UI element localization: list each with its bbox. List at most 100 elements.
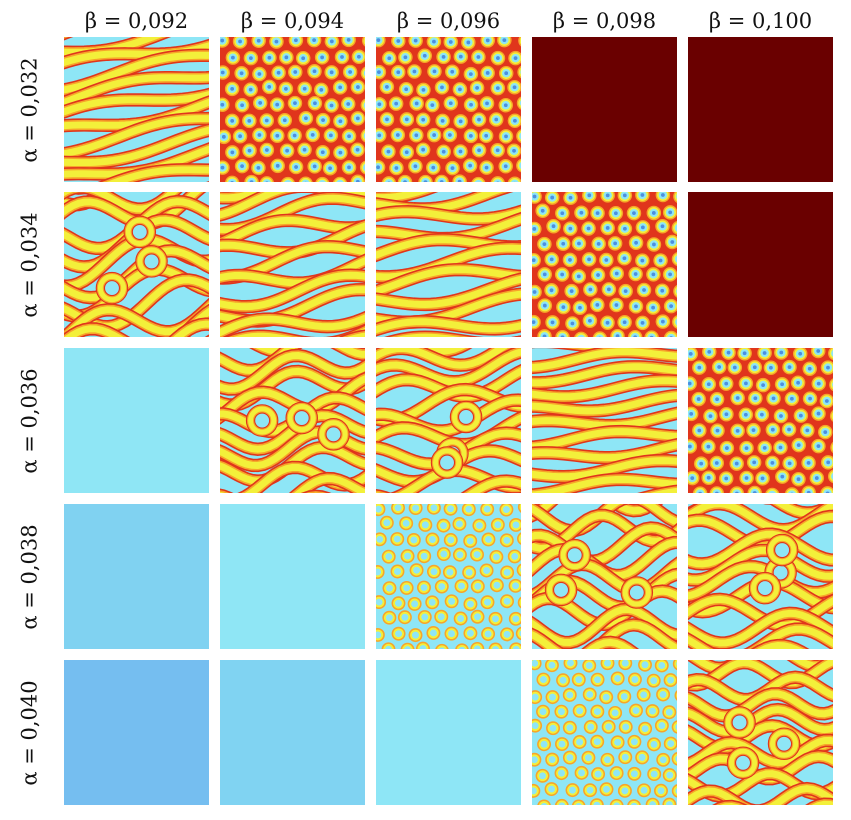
yellow-spot [536,704,550,719]
cyan-spot [516,158,521,173]
yellow-spot [654,783,668,798]
cyan-spot [729,456,744,471]
pattern-tile [532,37,677,182]
stripe [64,48,209,97]
yellow-spot [508,578,521,593]
cyan-spot [225,145,240,160]
cyan-spot [381,144,396,159]
cyan-spot [655,219,670,234]
cyan-spot [692,486,708,493]
cyan-spot [610,328,625,337]
cyan-spot [765,422,781,437]
cyan-spot [537,329,552,337]
uniform-fill [220,660,365,805]
yellow-spot [562,720,577,735]
pattern-tile [376,37,521,182]
uniform-fill [64,660,209,805]
stripe [688,687,833,723]
cyan-spot [646,205,662,221]
cyan-spot [445,64,460,80]
stripe [376,272,521,312]
cyan-spot [746,455,762,470]
cyan-spot [792,348,808,362]
uniform-pattern [220,660,365,805]
yellow-spot [600,660,615,671]
cyan-spot [506,143,521,159]
yellow-spot [463,597,478,612]
cyan-spot [719,406,734,422]
yellow-spot [637,783,652,798]
cyan-spot [507,176,521,182]
uniform-pattern [688,192,833,337]
cyan-spot [662,267,677,282]
yellow-spot [507,549,521,564]
yellow-spot [499,504,514,517]
cyan-spot [802,361,817,377]
yellow-spot [663,673,677,688]
cyan-spot [565,316,580,331]
yellow-spot [417,549,432,564]
cyan-spot [688,348,699,362]
cyan-spot [379,112,395,127]
uniform-pattern [688,37,833,182]
cyan-spot [544,252,559,267]
cyan-spot [333,113,348,129]
cyan-spot [819,393,833,409]
stripe [64,87,209,119]
row-label-text: α = 0,036 [18,367,42,474]
cyan-spot [220,97,230,112]
cyan-spot [350,142,365,158]
cyan-spot [793,408,809,423]
cyan-spot [800,423,815,438]
yellow-spot [554,766,569,781]
yellow-spot [382,610,397,625]
spots-pattern [376,37,521,182]
cyan-spot [315,112,331,128]
stripe [220,268,365,314]
cyan-spot [409,128,424,143]
labyrinth-pattern [376,348,521,493]
yellow-spot [672,660,677,671]
cyan-spot [782,456,797,471]
cyan-spot [820,486,833,493]
yellow-spot [635,750,650,765]
cyan-spot [234,98,250,113]
cyan-spot [517,65,521,79]
cyan-spot [279,50,294,65]
cyan-spot [532,284,542,300]
labyrinth-pattern [64,192,209,337]
cyan-spot [234,66,249,81]
yellow-spot [500,565,515,580]
cyan-spot [376,160,386,175]
yellow-spot [535,768,550,783]
stripe [220,192,274,205]
yellow-spot [472,518,487,533]
cyan-spot [462,158,478,173]
cyan-spot [498,129,514,144]
cyan-spot [739,470,754,486]
cyan-spot [252,95,268,111]
cyan-spot [709,455,725,471]
cyan-spot [518,37,521,47]
yellow-spot [537,737,552,752]
cyan-spot [671,220,677,235]
row-label-4: α = 0,038 [0,504,60,649]
yellow-spot [462,565,477,580]
yellow-spot [443,533,458,547]
stripe [532,374,677,404]
stripe [220,471,365,493]
yellow-spot [627,766,642,781]
cyan-spot [288,159,304,175]
cyan-spot [306,37,322,48]
pattern-tile [376,192,521,337]
stripe [64,70,209,110]
cyan-spot [672,315,677,329]
yellow-spot [654,660,669,673]
pattern-tile [64,37,209,182]
cyan-spot [471,143,487,158]
yellow-spot [406,533,421,547]
cyan-spot [288,64,303,80]
cyan-spot [572,300,588,315]
cyan-spot [333,145,348,160]
cyan-spot [360,129,365,143]
